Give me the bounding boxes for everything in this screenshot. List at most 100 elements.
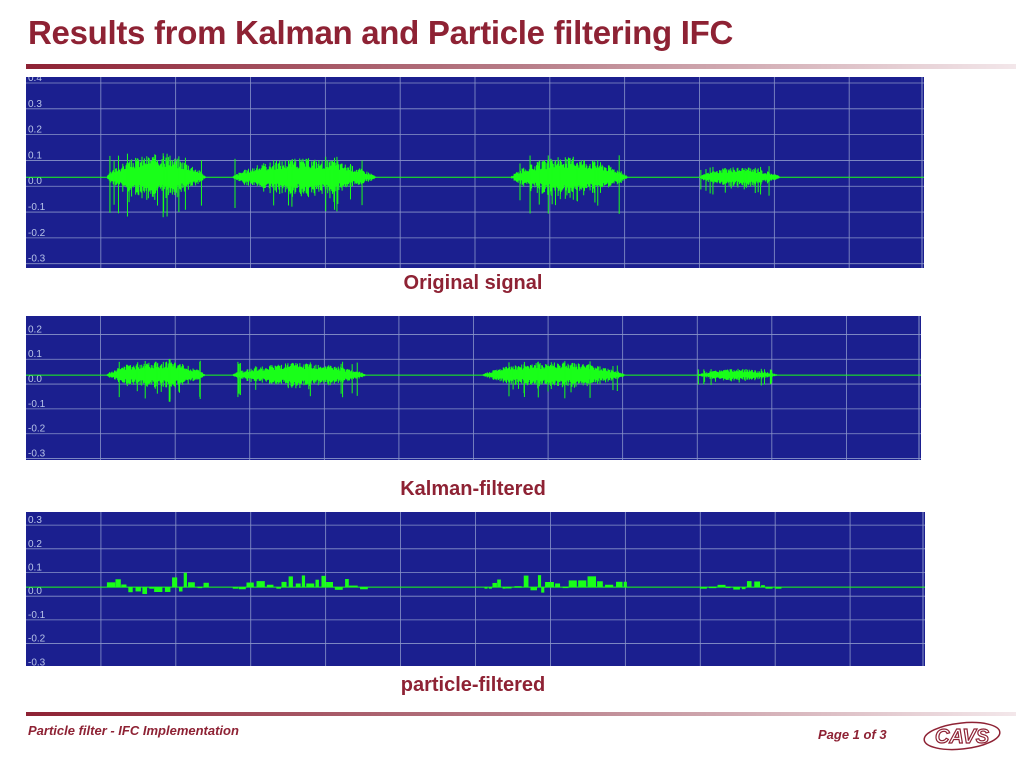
signal-step: [497, 579, 501, 588]
signal-step: [266, 584, 274, 588]
signal-step: [154, 587, 163, 592]
signal-step: [597, 581, 603, 588]
y-tick-label: -0.3: [28, 657, 46, 666]
signal-waveform: [232, 362, 366, 389]
signal-step: [203, 582, 209, 588]
y-tick-label: 0.3: [28, 515, 42, 526]
y-tick-label: 0.2: [28, 125, 42, 136]
signal-waveform: [511, 156, 628, 200]
signal-waveform: [697, 368, 778, 381]
original-signal-chart: 0.4 0.3 0.2 0.1 0.0 -0.1 -0.2 -0.3: [26, 77, 924, 268]
y-tick-label: -0.1: [28, 399, 46, 410]
signal-step: [288, 576, 293, 588]
signal-step: [172, 577, 178, 588]
signal-burst: [697, 368, 778, 386]
signal-step: [188, 582, 195, 588]
y-tick-label: 0.3: [28, 99, 42, 110]
signal-step: [276, 587, 281, 589]
y-tick-label: -0.2: [28, 634, 46, 645]
signal-step: [725, 586, 731, 589]
y-tick-label: 0.0: [28, 586, 42, 597]
signal-step: [295, 583, 301, 588]
kalman-filtered-caption: Kalman-filtered: [400, 478, 546, 500]
y-tick-label: 0.4: [28, 77, 42, 84]
chart-svg: 0.4 0.3 0.2 0.1 0.0 -0.1 -0.2 -0.3: [26, 77, 924, 268]
y-tick-label: -0.3: [28, 449, 46, 460]
signal-burst: [107, 153, 206, 218]
particle-filtered-chart: 0.3 0.2 0.1 0.0 -0.1 -0.2 -0.3: [26, 512, 925, 666]
logo-text: CAVS: [935, 726, 990, 748]
signal-step: [115, 579, 121, 588]
signal-step: [142, 587, 148, 595]
signal-step: [605, 584, 614, 588]
signal-step: [700, 587, 707, 589]
y-tick-label: 0.1: [28, 150, 42, 161]
y-tick-label: 0.0: [28, 176, 42, 187]
signal-step: [775, 587, 782, 589]
signal-burst: [482, 361, 626, 399]
signal-burst: [511, 155, 628, 214]
y-tick-label: -0.1: [28, 610, 46, 621]
signal-step: [197, 586, 203, 589]
signal-step: [741, 587, 746, 590]
y-tick-label: -0.2: [28, 228, 46, 239]
signal-waveform: [107, 154, 206, 200]
signal-step: [321, 575, 326, 588]
footer-rule: [26, 712, 1016, 716]
y-tick-label: -0.3: [28, 254, 46, 265]
title-underline: [26, 64, 1016, 69]
signal-step: [306, 583, 315, 588]
kalman-filtered-chart: 0.2 0.1 0.0 -0.1 -0.2 -0.3: [26, 316, 921, 460]
signal-step: [523, 575, 529, 588]
signal-step: [568, 580, 577, 588]
signal-step: [484, 587, 488, 589]
signal-step: [541, 587, 545, 593]
signal-step: [717, 584, 726, 588]
signal-waveform: [482, 362, 626, 389]
page-title: Results from Kalman and Particle filteri…: [28, 14, 734, 51]
signal-step: [492, 582, 497, 588]
signal-waveform: [699, 167, 781, 188]
signal-step: [754, 581, 761, 588]
y-tick-label: 0.1: [28, 562, 42, 573]
y-tick-label: 0.2: [28, 539, 42, 550]
signal-step: [106, 582, 116, 588]
signal-step: [345, 579, 349, 588]
signal-step: [246, 582, 254, 588]
signal-step: [326, 582, 333, 588]
signal-series: [26, 359, 921, 402]
signal-step: [765, 587, 773, 589]
chart-svg: 0.3 0.2 0.1 0.0 -0.1 -0.2 -0.3: [26, 512, 925, 666]
signal-series: [26, 153, 924, 218]
signal-burst: [699, 166, 781, 196]
signal-step: [530, 587, 537, 591]
signal-step: [315, 579, 319, 588]
signal-series: [26, 572, 925, 595]
signal-step: [135, 587, 141, 592]
signal-step: [761, 585, 765, 588]
chart-svg: 0.2 0.1 0.0 -0.1 -0.2 -0.3: [26, 316, 921, 460]
signal-step: [121, 584, 127, 588]
y-tick-label: -0.2: [28, 424, 46, 435]
signal-waveform: [232, 158, 377, 198]
signal-step: [360, 587, 368, 590]
signal-step: [537, 575, 542, 588]
signal-step: [562, 586, 569, 589]
signal-burst: [232, 156, 377, 212]
signal-step: [623, 581, 627, 588]
signal-step: [128, 587, 133, 593]
footer-presentation-title: Particle filter - IFC Implementation: [28, 723, 239, 738]
signal-step: [545, 581, 554, 588]
particle-filtered-caption: particle-filtered: [400, 674, 546, 696]
signal-burst: [484, 575, 627, 593]
signal-step: [348, 585, 358, 588]
signal-step: [256, 581, 265, 588]
y-tick-label: 0.1: [28, 349, 42, 360]
cavs-logo: CAVS: [923, 721, 1001, 751]
signal-step: [514, 586, 522, 588]
signal-step: [488, 587, 492, 589]
signal-burst: [700, 581, 782, 590]
signal-waveform: [106, 361, 206, 389]
signal-step: [178, 587, 183, 592]
signal-step: [587, 576, 597, 588]
